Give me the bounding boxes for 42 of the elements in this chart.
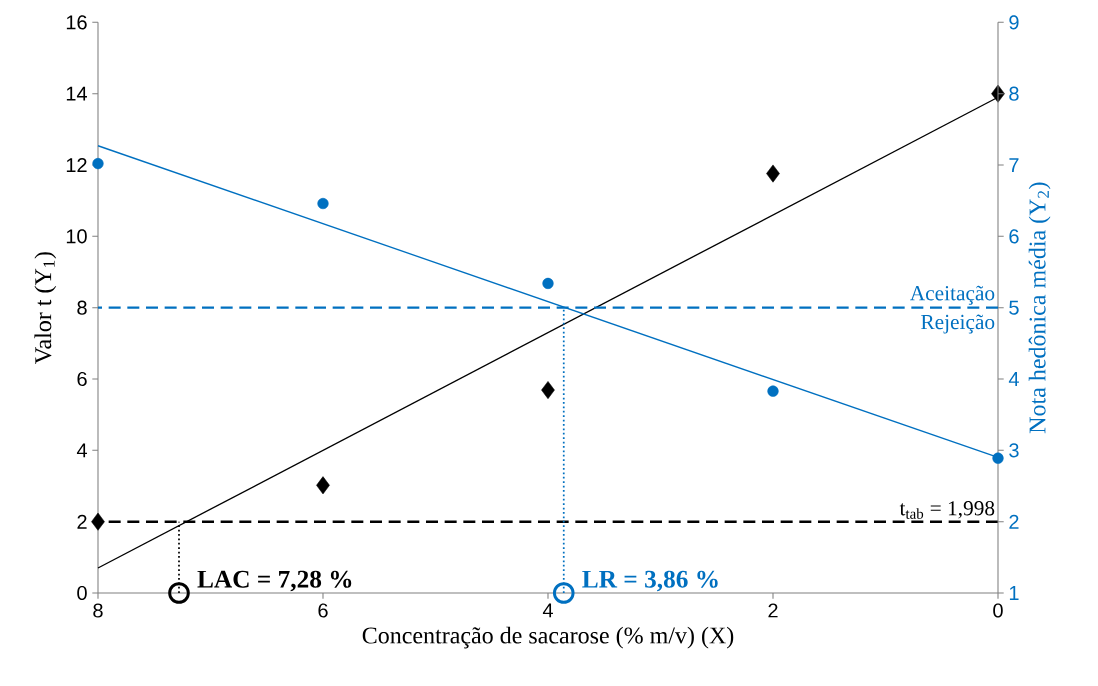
- x-tick-label: 6: [318, 603, 328, 618]
- y-tick-label: 0: [77, 585, 87, 601]
- y2-tick-label: 2: [1009, 514, 1019, 529]
- point: [541, 381, 555, 399]
- annotation: LR = 3,86 %: [582, 570, 718, 592]
- y2-tick-label: 7: [1009, 158, 1019, 172]
- y2-tick-label: 1: [1009, 586, 1019, 600]
- point: [92, 157, 104, 170]
- y-axis-title: Valor t (Y$_{1}$): [34, 252, 57, 364]
- y2-tick-label: 5: [1009, 300, 1019, 315]
- y-tick-label: 2: [77, 514, 87, 529]
- x-axis-title: Concentração de sacarose (% m/v) (X): [362, 626, 734, 649]
- y2-axis-title: Nota hedônica média (Y$_{2}$): [1028, 182, 1051, 434]
- ref-line-label: t$_{tab}$ = 1,998: [899, 501, 995, 519]
- point: [552, 582, 575, 604]
- y2-tick-label: 6: [1009, 229, 1019, 244]
- y2-tick-label: 8: [1009, 86, 1019, 101]
- y-tick-label: 8: [77, 300, 87, 315]
- ref-line-label: Aceitação: [910, 285, 995, 305]
- point: [91, 512, 105, 531]
- y-tick-label: 16: [66, 15, 87, 30]
- point: [542, 277, 554, 290]
- x-tick-label: 8: [93, 603, 103, 618]
- annotation: Rejeição: [921, 314, 995, 334]
- annotation: LAC = 7,28 %: [197, 570, 352, 592]
- point: [992, 452, 1004, 464]
- y2-tick-label: 4: [1008, 372, 1019, 386]
- x-tick-label: 4: [542, 603, 553, 618]
- point: [316, 476, 330, 495]
- y-tick-label: 14: [66, 86, 88, 101]
- point: [317, 197, 329, 210]
- y-tick-label: 10: [66, 229, 87, 244]
- point: [168, 582, 190, 604]
- y-tick-label: 4: [76, 443, 88, 458]
- y-tick-label: 12: [66, 158, 87, 172]
- point: [767, 385, 779, 397]
- y2-tick-label: 9: [1009, 15, 1019, 30]
- y2-tick-label: 3: [1009, 443, 1019, 458]
- y-tick-label: 6: [77, 371, 87, 387]
- point: [766, 164, 780, 183]
- x-tick-label: 2: [768, 603, 778, 618]
- x-tick-label: 0: [993, 603, 1003, 618]
